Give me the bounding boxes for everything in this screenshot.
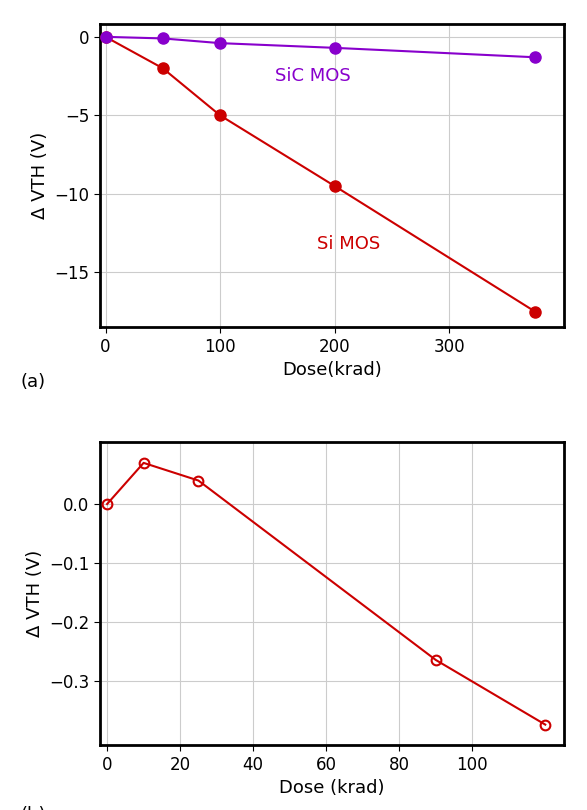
X-axis label: Dose(krad): Dose(krad) — [282, 361, 382, 379]
X-axis label: Dose (krad): Dose (krad) — [279, 779, 384, 797]
Text: SiC MOS: SiC MOS — [275, 66, 350, 85]
Text: (a): (a) — [21, 373, 46, 390]
Y-axis label: Δ VTH (V): Δ VTH (V) — [31, 132, 49, 220]
Text: Si MOS: Si MOS — [318, 235, 380, 253]
Y-axis label: Δ VTH (V): Δ VTH (V) — [26, 550, 43, 637]
Text: (b): (b) — [21, 806, 46, 810]
